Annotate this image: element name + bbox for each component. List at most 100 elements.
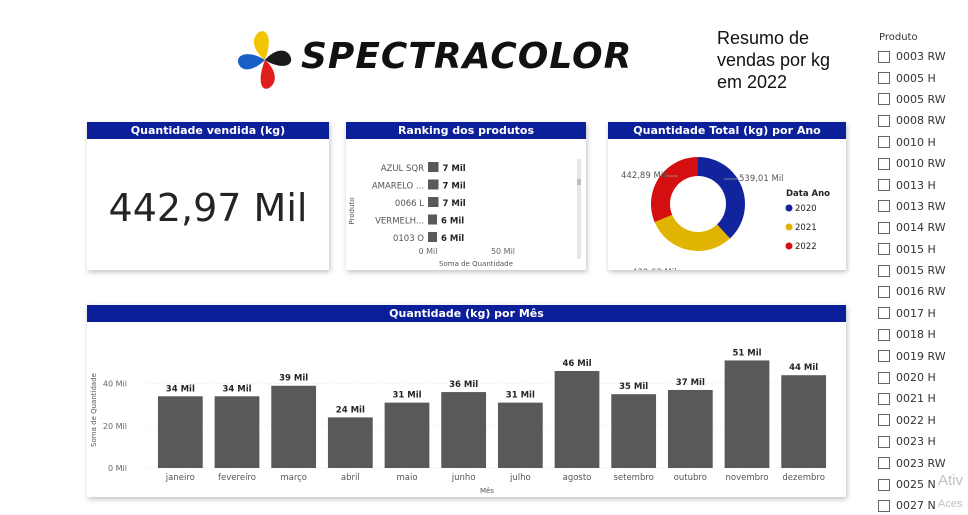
slicer-checkbox[interactable] [878, 264, 890, 277]
slicer-checkbox[interactable] [878, 457, 890, 470]
donut-card-title: Quantidade Total (kg) por Ano [608, 122, 846, 139]
slicer-item[interactable]: 0021 H [878, 388, 968, 409]
slicer-checkbox[interactable] [878, 478, 890, 491]
monthly-bar [554, 370, 600, 468]
slicer-checkbox[interactable] [878, 307, 890, 320]
monthly-x-tick-label: maio [396, 473, 417, 483]
slicer-item[interactable]: 0023 H [878, 431, 968, 452]
slicer-item-label: 0019 RW [896, 349, 946, 363]
slicer-item[interactable]: 0014 RW [878, 217, 968, 238]
slicer-item-label: 0016 RW [896, 285, 946, 299]
monthly-y-axis-label: Soma de Quantidade [90, 373, 98, 447]
slicer-item-label: 0013 H [896, 178, 936, 192]
monthly-data-label: 24 Mil [336, 405, 365, 415]
slicer-checkbox[interactable] [878, 221, 890, 234]
slicer-item[interactable]: 0023 RW [878, 452, 968, 473]
page-title: Resumo de vendas por kg em 2022 [717, 28, 831, 92]
donut-slice [651, 157, 698, 223]
monthly-y-tick-label: 40 Mil [103, 380, 127, 389]
monthly-bar [781, 375, 827, 468]
slicer-checkbox[interactable] [878, 350, 890, 363]
slicer-item[interactable]: 0010 H [878, 132, 968, 153]
spectracolor-logo: SPECTRACOLOR [237, 30, 631, 92]
slicer-checkbox[interactable] [878, 200, 890, 213]
ranking-tick-label: 0 Mil [419, 247, 438, 256]
slicer-item-label: 0023 H [896, 435, 936, 449]
slicer-item[interactable]: 0013 H [878, 174, 968, 195]
slicer-checkbox[interactable] [878, 93, 890, 106]
year-donut-card[interactable]: Quantidade Total (kg) por Ano 539,01 Mil… [608, 122, 846, 278]
activation-watermark-sub: Aces [938, 498, 963, 510]
slicer-item[interactable]: 0015 H [878, 239, 968, 260]
product-slicer[interactable]: Produto 0003 RW 0005 H 0005 RW 0008 RW 0010 … [878, 32, 968, 515]
slicer-checkbox[interactable] [878, 392, 890, 405]
slicer-checkbox[interactable] [878, 499, 890, 512]
slicer-checkbox[interactable] [878, 179, 890, 192]
monthly-x-axis-label: Mês [480, 487, 494, 495]
slicer-item[interactable]: 0025 N [878, 474, 968, 495]
slicer-item[interactable]: 0015 RW [878, 260, 968, 281]
slicer-item-label: 0022 H [896, 413, 936, 427]
monthly-x-tick-label: janeiro [165, 473, 195, 483]
logo-text: SPECTRACOLOR [301, 36, 633, 77]
slicer-item-label: 0013 RW [896, 199, 946, 213]
slicer-checkbox[interactable] [878, 72, 890, 85]
monthly-x-tick-label: junho [451, 473, 476, 483]
monthly-data-label: 46 Mil [562, 359, 591, 369]
monthly-card[interactable]: Quantidade (kg) por Mês Soma de Quantida… [87, 305, 846, 497]
slicer-checkbox[interactable] [878, 243, 890, 256]
slicer-item-label: 0008 RW [896, 114, 946, 128]
monthly-card-title: Quantidade (kg) por Mês [87, 305, 846, 322]
slicer-item[interactable]: 0005 RW [878, 89, 968, 110]
ranking-data-label: 7 Mil [443, 164, 466, 174]
slicer-item[interactable]: 0019 RW [878, 345, 968, 366]
monthly-x-tick-label: agosto [563, 473, 592, 483]
ranking-scrollbar [577, 159, 581, 259]
slicer-item[interactable]: 0016 RW [878, 281, 968, 302]
slicer-checkbox[interactable] [878, 285, 890, 298]
slicer-item[interactable]: 0020 H [878, 367, 968, 388]
slicer-item[interactable]: 0013 RW [878, 196, 968, 217]
slicer-item-label: 0027 N [896, 499, 936, 513]
monthly-bar [327, 417, 373, 468]
slicer-item[interactable]: 0008 RW [878, 110, 968, 131]
kpi-card-title: Quantidade vendida (kg) [87, 122, 329, 139]
monthly-x-tick-label: novembro [725, 473, 768, 483]
donut-legend-title: Data Ano [786, 189, 830, 199]
slicer-item[interactable]: 0027 N [878, 495, 968, 515]
slicer-item-label: 0015 H [896, 242, 936, 256]
monthly-bar [667, 389, 713, 468]
kpi-value: 442,97 Mil [108, 186, 308, 230]
monthly-bar [497, 402, 543, 468]
donut-slice [698, 157, 745, 239]
slicer-checkbox[interactable] [878, 114, 890, 127]
slicer-checkbox[interactable] [878, 136, 890, 149]
slicer-checkbox[interactable] [878, 328, 890, 341]
ranking-card[interactable]: Ranking dos produtos Produto AZUL SQR 7 Mi… [346, 122, 586, 270]
ranking-bar [428, 197, 439, 207]
slicer-item[interactable]: 0018 H [878, 324, 968, 345]
slicer-checkbox[interactable] [878, 414, 890, 427]
slicer-checkbox[interactable] [878, 435, 890, 448]
donut-legend-label: 2021 [795, 223, 817, 233]
slicer-item[interactable]: 0010 RW [878, 153, 968, 174]
slicer-item-label: 0017 H [896, 306, 936, 320]
slicer-item[interactable]: 0003 RW [878, 46, 968, 67]
slicer-item-label: 0010 H [896, 135, 936, 149]
ranking-tick-label: 50 Mil [491, 247, 515, 256]
monthly-data-label: 51 Mil [732, 348, 761, 358]
slicer-checkbox[interactable] [878, 50, 890, 63]
slicer-checkbox[interactable] [878, 371, 890, 384]
ranking-chart: Produto AZUL SQR 7 Mil AMARELO ... 7 Mil 0066… [348, 159, 581, 268]
monthly-data-label: 37 Mil [676, 378, 705, 388]
slicer-item[interactable]: 0017 H [878, 303, 968, 324]
monthly-data-label: 34 Mil [166, 384, 195, 394]
donut-slice [654, 214, 730, 251]
slicer-item[interactable]: 0005 H [878, 67, 968, 88]
monthly-data-label: 31 Mil [392, 391, 421, 401]
kpi-card[interactable]: Quantidade vendida (kg) 442,97 Mil [87, 122, 329, 270]
slicer-checkbox[interactable] [878, 157, 890, 170]
donut-data-label: 442,89 Mil [621, 171, 666, 181]
slicer-item[interactable]: 0022 H [878, 410, 968, 431]
donut-legend-label: 2022 [795, 242, 817, 252]
